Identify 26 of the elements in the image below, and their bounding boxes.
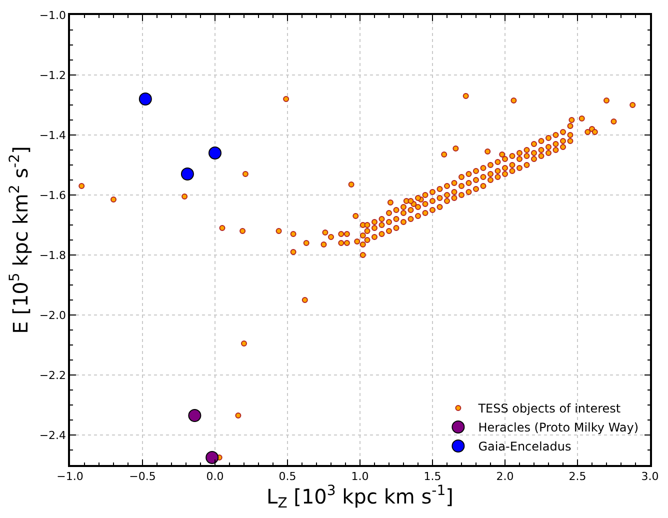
y-tick-label: −1.2 [39, 68, 66, 82]
y-tick-label: −2.4 [39, 428, 66, 442]
x-tick-label: 2.5 [568, 470, 586, 483]
x-tick-label: 0.0 [206, 470, 224, 483]
x-tick-label: 0.5 [278, 470, 296, 483]
x-tick-label: 2.0 [496, 470, 514, 483]
x-tick-label: 1.0 [351, 470, 369, 483]
y-tick-label: −2.2 [39, 368, 66, 382]
point [208, 146, 222, 160]
x-tick-label: 1.5 [424, 470, 442, 483]
point [138, 92, 152, 106]
point [206, 451, 219, 464]
y-tick-label: −1.8 [39, 248, 66, 262]
y-tick-label: −1.4 [39, 128, 66, 142]
legend-label: Heracles (Proto Milky Way) [478, 420, 639, 435]
legend-label: Gaia-Enceladus [478, 440, 572, 454]
x-axis-title: L$_{Z}$ [10$^{3}$ kpc km s$^{-1}$] [266, 482, 454, 512]
y-tick-label: −1.6 [39, 188, 66, 202]
point [188, 409, 202, 422]
x-tick-label: −1.0 [56, 470, 84, 483]
legend-label: TESS objects of interest [477, 402, 621, 416]
x-tick-label: −0.5 [129, 470, 156, 483]
point [180, 168, 194, 180]
y-tick-label: −1.0 [39, 8, 66, 22]
y-tick-label: −2.0 [39, 308, 66, 322]
x-tick-label: 3.0 [641, 470, 659, 483]
